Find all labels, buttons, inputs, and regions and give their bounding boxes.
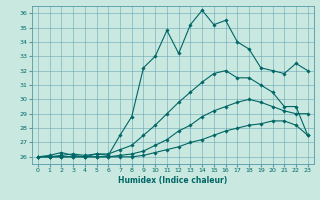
X-axis label: Humidex (Indice chaleur): Humidex (Indice chaleur) [118,176,228,185]
